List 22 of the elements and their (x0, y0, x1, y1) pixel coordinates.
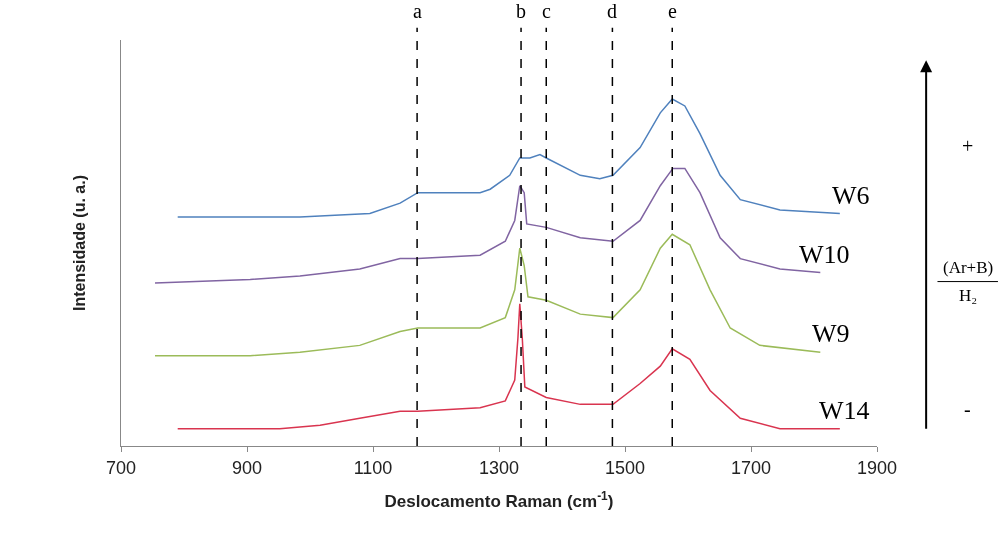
series-label: W14 (819, 396, 870, 425)
text: + (962, 135, 974, 157)
text: - (964, 398, 971, 420)
x-tick-label: 1500 (604, 457, 646, 478)
ref-line-label: e (668, 0, 677, 22)
x-tick-label: 1300 (478, 457, 520, 478)
y-axis-title: Intensidade (u. a.) (70, 174, 88, 312)
x-axis-title: Deslocamento Raman (cm$^{-1}$) (384, 488, 614, 511)
ref-line-label: c (542, 0, 551, 22)
text: H₂ (959, 286, 978, 305)
text: (Ar+B) (943, 258, 994, 277)
series-label: W6 (832, 181, 870, 210)
series-label: W10 (799, 240, 850, 269)
ref-line-label: d (607, 0, 617, 22)
x-tick-label: 1700 (730, 457, 772, 478)
x-tick-label: 700 (105, 457, 137, 478)
ref-line-label: a (413, 0, 422, 22)
x-tick-label: 1900 (856, 457, 898, 478)
x-tick-label: 1100 (353, 457, 393, 478)
ref-line-label: b (516, 0, 526, 22)
series-label: W9 (812, 319, 850, 348)
x-tick-label: 900 (231, 457, 263, 478)
